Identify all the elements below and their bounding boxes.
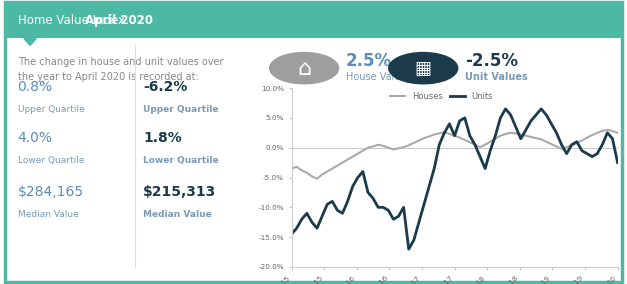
Houses (461, 138, 468, 142)
Text: 0.8%: 0.8% (18, 80, 53, 94)
Line: Houses: Houses (292, 130, 618, 179)
Text: April 2020: April 2020 (85, 14, 153, 27)
Text: -2.5%: -2.5% (465, 52, 519, 70)
FancyBboxPatch shape (5, 2, 622, 282)
Text: The change in house and unit values over: The change in house and unit values over (18, 57, 223, 67)
Text: Upper Quartile: Upper Quartile (143, 105, 218, 114)
Houses (614, 131, 621, 135)
Units (364, 191, 372, 194)
Text: 2.5%: 2.5% (346, 52, 393, 70)
Units (288, 232, 295, 236)
Text: Lower Quartile: Lower Quartile (143, 156, 219, 165)
Circle shape (270, 53, 339, 84)
Units (430, 167, 438, 170)
Text: Upper Quartile: Upper Quartile (18, 105, 84, 114)
Text: ⌂: ⌂ (297, 59, 311, 79)
Legend: Houses, Units: Houses, Units (387, 89, 496, 104)
Text: Lower Quartile: Lower Quartile (18, 156, 84, 165)
Units (578, 149, 586, 152)
Text: $284,165: $284,165 (18, 185, 83, 199)
Units (461, 116, 468, 120)
Line: Units: Units (292, 109, 618, 249)
Text: -6.2%: -6.2% (143, 80, 187, 94)
Houses (604, 128, 611, 131)
Units (502, 107, 509, 111)
Units (384, 208, 392, 212)
Text: Unit Values: Unit Values (465, 72, 528, 82)
Units (614, 161, 621, 164)
Units (405, 247, 413, 251)
Units (604, 131, 611, 135)
Text: House Values: House Values (346, 72, 412, 82)
Houses (369, 145, 377, 148)
Text: the year to April 2020 is recorded at:: the year to April 2020 is recorded at: (18, 72, 198, 82)
FancyBboxPatch shape (5, 2, 622, 38)
Houses (430, 133, 438, 136)
Text: Median Value: Median Value (18, 210, 78, 219)
Text: $215,313: $215,313 (143, 185, 216, 199)
Circle shape (389, 53, 458, 84)
Houses (288, 167, 295, 170)
Houses (314, 177, 321, 180)
Houses (599, 129, 606, 133)
Text: Home Value Index: Home Value Index (18, 14, 129, 27)
Text: 4.0%: 4.0% (18, 131, 53, 145)
Text: 1.8%: 1.8% (143, 131, 182, 145)
Houses (573, 141, 581, 145)
Text: Median Value: Median Value (143, 210, 212, 219)
Polygon shape (24, 38, 36, 45)
Houses (389, 148, 398, 151)
Text: ▦: ▦ (414, 60, 432, 78)
